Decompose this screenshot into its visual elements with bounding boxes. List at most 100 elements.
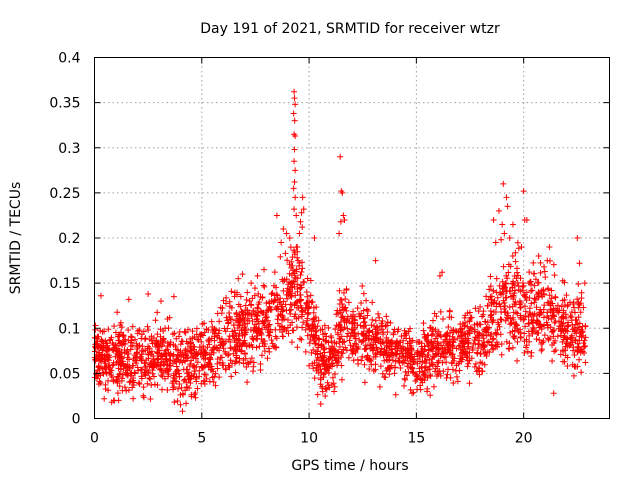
data-point (152, 317, 159, 324)
data-point (407, 354, 414, 361)
data-point (246, 342, 253, 349)
data-point (438, 350, 445, 357)
data-point (563, 292, 570, 299)
data-point (344, 325, 351, 332)
data-point (514, 338, 521, 345)
data-point (494, 294, 501, 301)
data-point (145, 355, 152, 362)
data-point (435, 359, 442, 366)
data-point (361, 379, 368, 386)
data-point (117, 370, 124, 377)
data-point (434, 330, 441, 337)
data-point (174, 398, 181, 405)
data-point (502, 284, 509, 291)
data-point (232, 329, 239, 336)
data-point (266, 321, 273, 328)
data-point (315, 344, 322, 351)
data-point (230, 322, 237, 329)
data-point (155, 355, 162, 362)
data-point (443, 340, 450, 347)
data-point (274, 303, 281, 310)
data-point (337, 153, 344, 160)
data-point (206, 341, 213, 348)
data-point (564, 319, 571, 326)
data-point (226, 310, 233, 317)
data-point (509, 253, 516, 260)
data-point (335, 358, 342, 365)
data-point (187, 379, 194, 386)
data-point (176, 381, 183, 388)
data-point (302, 326, 309, 333)
data-point (363, 306, 370, 313)
data-point (171, 330, 178, 337)
data-point (309, 325, 316, 332)
data-point (516, 301, 523, 308)
data-point (260, 282, 267, 289)
data-point (297, 335, 304, 342)
data-point (466, 380, 473, 387)
data-point (287, 322, 294, 329)
data-point (544, 335, 551, 342)
data-point (363, 297, 370, 304)
data-point (309, 360, 316, 367)
data-point (490, 309, 497, 316)
data-point (523, 297, 530, 304)
data-point (353, 341, 360, 348)
data-point (339, 350, 346, 357)
data-point (538, 341, 545, 348)
data-point (484, 348, 491, 355)
data-point (250, 336, 257, 343)
data-point (331, 370, 338, 377)
data-point (233, 311, 240, 318)
data-point (529, 324, 536, 331)
data-point (456, 358, 463, 365)
data-point (327, 345, 334, 352)
data-point (327, 332, 334, 339)
tick-labels: 0 0.05 0.1 0.15 0.2 0.25 0.3 0.35 0.4 0 5 10 15 20 (49, 51, 532, 447)
data-point (549, 300, 556, 307)
data-point (292, 101, 299, 108)
data-point (185, 326, 192, 333)
data-point (299, 224, 306, 231)
data-point (337, 218, 344, 225)
data-point (239, 322, 246, 329)
data-point (138, 353, 145, 360)
data-point (147, 395, 154, 402)
data-point (547, 324, 554, 331)
data-point (171, 375, 178, 382)
data-point (166, 362, 173, 369)
data-point (374, 327, 381, 334)
data-point (421, 335, 428, 342)
data-point (134, 364, 141, 371)
data-point (334, 307, 341, 314)
data-point (300, 319, 307, 326)
data-point (288, 293, 295, 300)
data-point (497, 303, 504, 310)
data-point (188, 393, 195, 400)
data-point (360, 290, 367, 297)
data-point (110, 361, 117, 368)
data-point (507, 263, 514, 270)
data-point (536, 311, 543, 318)
data-point (574, 340, 581, 347)
data-point (206, 361, 213, 368)
data-point (265, 332, 272, 339)
data-point (95, 362, 102, 369)
data-point (461, 339, 468, 346)
data-point (359, 353, 366, 360)
data-point (471, 321, 478, 328)
data-point (389, 357, 396, 364)
data-point (231, 360, 238, 367)
data-point (500, 180, 507, 187)
data-point (529, 330, 536, 337)
data-point (254, 312, 261, 319)
data-point (284, 257, 291, 264)
data-point (543, 319, 550, 326)
axis-ticks (94, 57, 610, 419)
data-point (550, 261, 557, 268)
data-point (514, 279, 521, 286)
data-point (410, 359, 417, 366)
data-point (250, 307, 257, 314)
data-point (303, 321, 310, 328)
data-point (207, 366, 214, 373)
